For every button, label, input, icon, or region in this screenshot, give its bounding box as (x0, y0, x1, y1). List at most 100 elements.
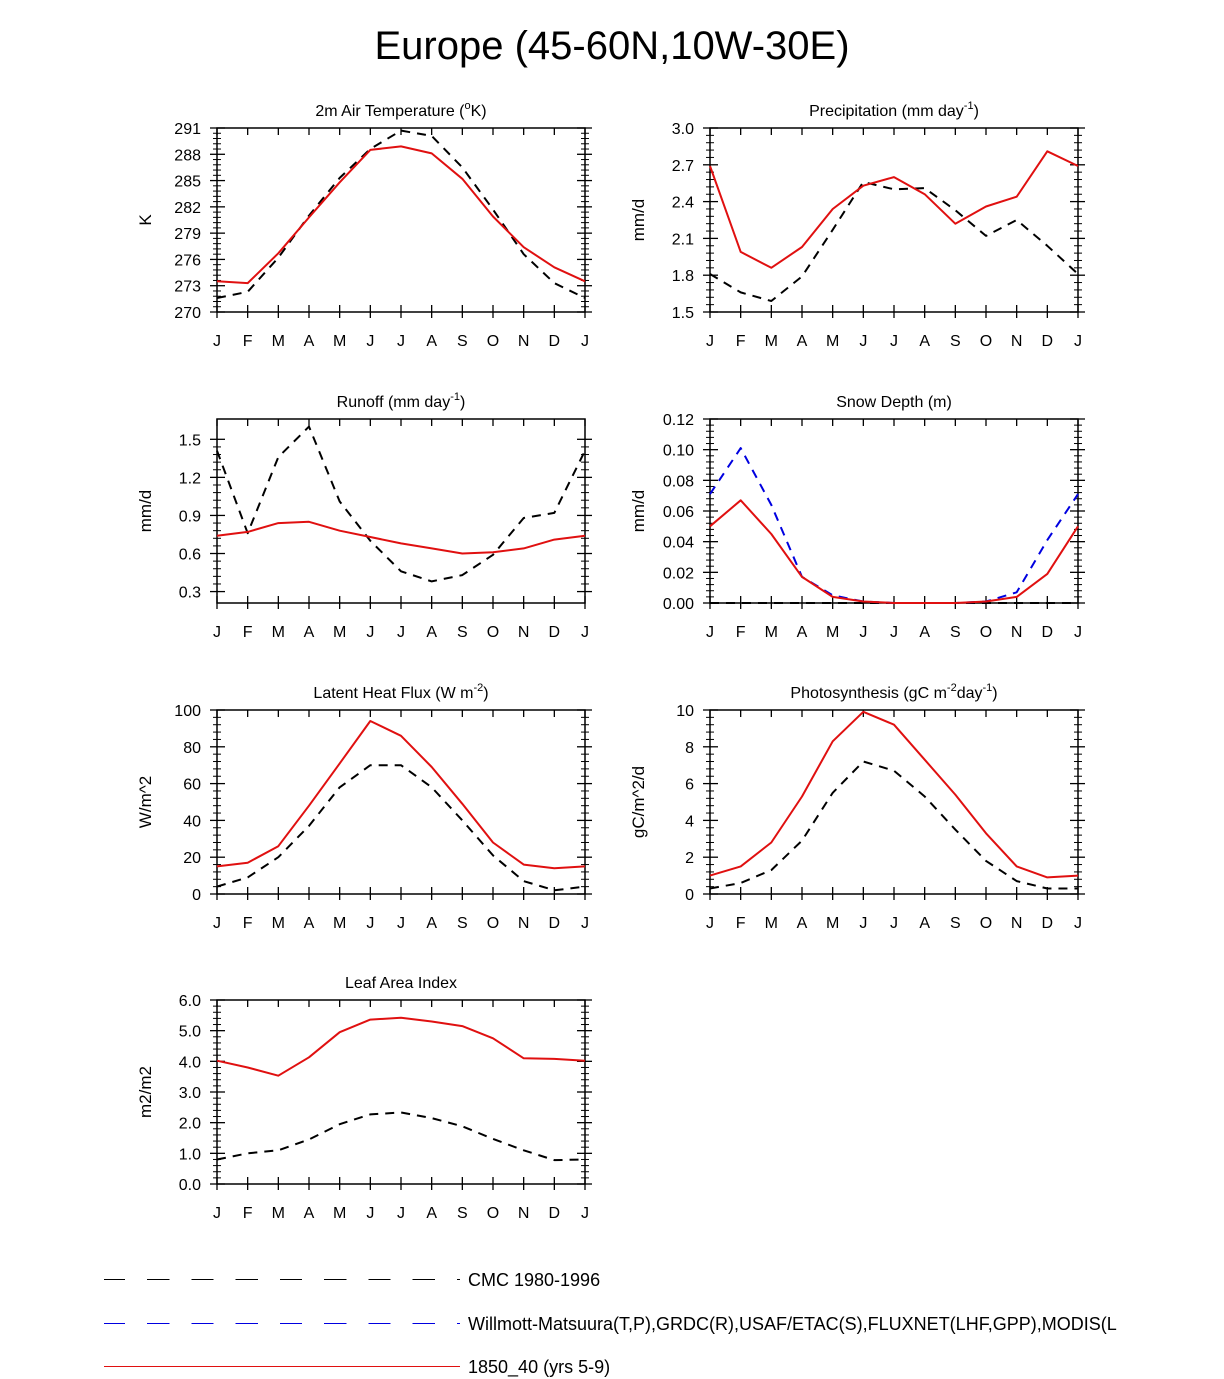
x-tick-label: J (706, 915, 714, 932)
y-tick-label: 80 (183, 740, 201, 757)
y-tick-label: 0.12 (663, 412, 694, 429)
x-tick-label: J (213, 1205, 221, 1222)
chart-panel-7: J F M A M J J A S O N D J 0.0 1.0 2.0 3.0 4.0 5.0 6.0 m2/m2 L… (136, 975, 592, 1222)
x-tick-label: F (243, 1205, 253, 1222)
x-tick-label: M (765, 333, 778, 350)
x-tick-label: O (487, 624, 499, 641)
x-tick-label: J (706, 624, 714, 641)
y-tick-label: 20 (183, 850, 201, 867)
y-axis-label: W/m^2 (136, 776, 155, 828)
series-line-red-solid (216, 720, 586, 870)
x-tick-label: O (487, 915, 499, 932)
x-tick-label: N (1011, 624, 1023, 641)
series-line-red-solid (216, 520, 586, 555)
y-tick-label: 1.5 (179, 432, 201, 449)
x-tick-label: S (457, 333, 468, 350)
chart-panel-4: J F M A M J J A S O N D J 0.00 0.02 0.04 0.06 0.08 0.10 0.1… (629, 394, 1085, 641)
series-line-black-dash (216, 129, 586, 299)
panel-title: Leaf Area Index (345, 975, 457, 992)
x-tick-label: J (213, 624, 221, 641)
x-tick-label: J (366, 1205, 374, 1222)
x-tick-label: M (826, 915, 839, 932)
y-tick-label: 273 (174, 279, 201, 296)
x-tick-label: A (426, 624, 437, 641)
x-tick-label: J (366, 333, 374, 350)
x-tick-label: J (581, 624, 589, 641)
panel-title: 2m Air Temperature (oK) (315, 100, 486, 120)
y-axis-label: K (136, 214, 155, 226)
chart-panel-3: J F M A M J J A S O N D J 0.3 0.6 0.9 1.2 1.5 mm/d Runoff (… (136, 391, 592, 641)
x-tick-label: J (581, 333, 589, 350)
plot-frame (709, 709, 1079, 895)
x-tick-label: N (518, 624, 530, 641)
x-tick-label: J (1074, 333, 1082, 350)
y-tick-label: 0.0 (179, 1177, 201, 1194)
x-tick-label: M (333, 333, 346, 350)
y-tick-label: 276 (174, 252, 201, 269)
y-tick-label: 1.0 (179, 1146, 201, 1163)
y-tick-label: 285 (174, 174, 201, 191)
y-tick-label: 2.0 (179, 1116, 201, 1133)
y-tick-label: 288 (174, 147, 201, 164)
y-tick-label: 3.0 (672, 121, 694, 138)
y-tick-label: 1.8 (672, 268, 694, 285)
x-tick-label: A (426, 915, 437, 932)
y-tick-label: 270 (174, 305, 201, 322)
x-tick-label: J (1074, 915, 1082, 932)
plot-frame (709, 418, 1079, 604)
panel-title: Photosynthesis (gC m-2day-1) (790, 682, 997, 702)
y-tick-label: 0.9 (179, 508, 201, 525)
series-line-red-solid (709, 150, 1079, 269)
x-tick-label: J (1074, 624, 1082, 641)
y-tick-label: 0 (685, 887, 694, 904)
y-tick-label: 6 (685, 777, 694, 794)
x-tick-label: J (890, 624, 898, 641)
series-line-red-solid (709, 710, 1079, 879)
panel-title: Latent Heat Flux (W m-2) (313, 682, 488, 702)
x-tick-label: F (736, 333, 746, 350)
x-tick-label: A (304, 624, 315, 641)
plot-frame (216, 999, 586, 1185)
y-tick-label: 6.0 (179, 993, 201, 1010)
x-tick-label: J (213, 333, 221, 350)
x-tick-label: A (304, 915, 315, 932)
x-tick-label: M (272, 1205, 285, 1222)
x-tick-label: M (765, 624, 778, 641)
x-tick-label: D (1042, 915, 1054, 932)
x-tick-label: A (797, 915, 808, 932)
x-tick-label: F (243, 333, 253, 350)
x-tick-label: S (457, 915, 468, 932)
x-tick-label: A (919, 333, 930, 350)
x-tick-label: J (397, 915, 405, 932)
x-tick-label: M (333, 915, 346, 932)
legend-item-observations: Willmott-Matsuura(T,P),GRDC(R),USAF/ETAC… (100, 1312, 1224, 1336)
y-tick-label: 2.4 (672, 195, 694, 212)
x-tick-label: M (765, 915, 778, 932)
y-tick-label: 2.1 (672, 231, 694, 248)
chart-panel-2: J F M A M J J A S O N D J 1.5 1.8 2.1 2.4 2.7 3.0 mm/d Preci… (629, 100, 1085, 350)
series-line-black-dash (709, 760, 1078, 890)
page-title: Europe (45-60N,10W-30E) (374, 24, 850, 68)
x-tick-label: J (213, 915, 221, 932)
y-tick-label: 0.6 (179, 547, 201, 564)
panel-title: Snow Depth (m) (836, 394, 952, 411)
series-line-black-dash (216, 1111, 586, 1162)
y-axis-label: m2/m2 (136, 1066, 155, 1118)
x-tick-label: J (859, 624, 867, 641)
y-tick-label: 8 (685, 740, 694, 757)
x-tick-label: O (487, 1205, 499, 1222)
x-tick-label: D (549, 624, 561, 641)
x-tick-label: N (518, 333, 530, 350)
series-line-blue-dash (709, 447, 1079, 604)
x-tick-label: S (457, 1205, 468, 1222)
legend-item-cmc: CMC 1980-1996 (100, 1268, 1224, 1292)
panel-title: Runoff (mm day-1) (337, 391, 466, 411)
x-tick-label: A (797, 624, 808, 641)
y-tick-label: 0.10 (663, 443, 694, 460)
legend-swatch-blue-dash (104, 1323, 460, 1324)
x-tick-label: M (272, 624, 285, 641)
x-tick-label: N (518, 1205, 530, 1222)
x-tick-label: J (397, 1205, 405, 1222)
x-tick-label: M (272, 915, 285, 932)
